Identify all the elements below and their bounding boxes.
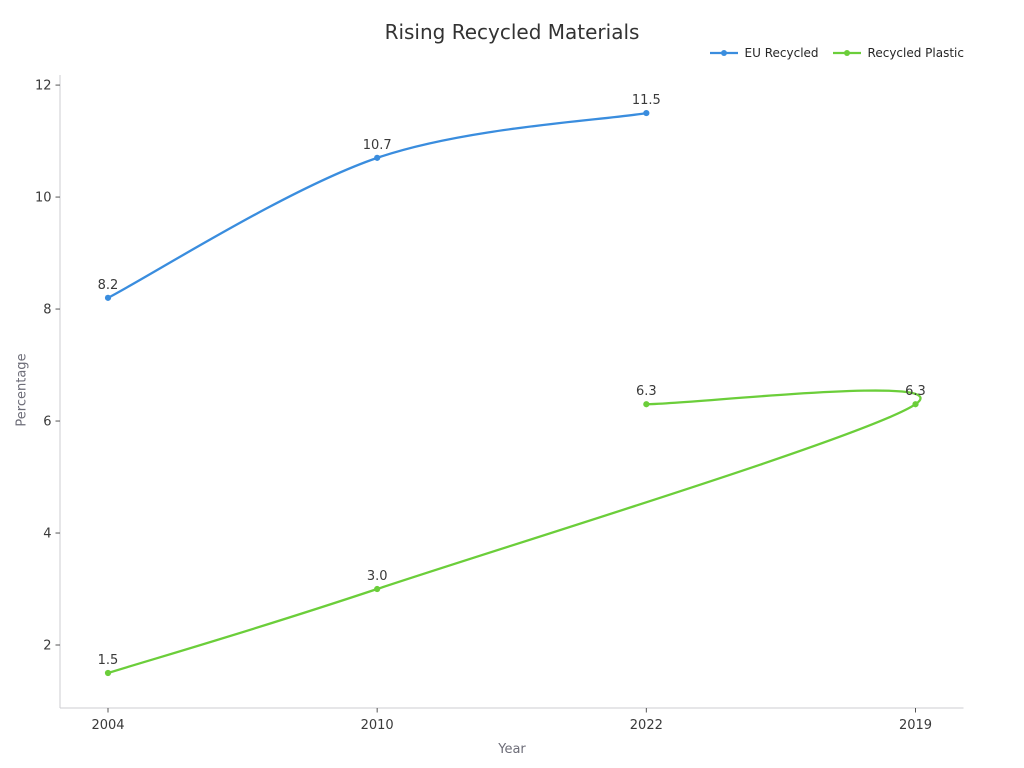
legend-item-eu-recycled: EU Recycled xyxy=(709,46,819,60)
x-tick-label: 2004 xyxy=(91,718,124,733)
y-tick-label: 8 xyxy=(43,303,51,318)
x-tick-label: 2022 xyxy=(630,718,663,733)
data-point-label: 10.7 xyxy=(363,138,392,153)
y-tick-label: 2 xyxy=(43,639,51,654)
data-point-marker xyxy=(912,401,919,408)
data-point-marker xyxy=(374,585,381,593)
y-tick-label: 10 xyxy=(35,191,52,206)
data-point-label: 8.2 xyxy=(98,278,119,293)
y-tick-label: 4 xyxy=(43,527,51,542)
data-point-label: 6.3 xyxy=(636,384,657,399)
data-point-marker xyxy=(104,294,112,301)
legend-line-marker-icon xyxy=(832,50,861,56)
y-tick-label: 12 xyxy=(35,79,52,94)
series-line-recycled-plastic xyxy=(106,389,922,675)
data-point-marker xyxy=(374,154,381,161)
data-point-marker xyxy=(643,401,650,408)
data-point-label: 11.5 xyxy=(632,93,661,108)
legend-item-recycled-plastic: Recycled Plastic xyxy=(832,46,964,60)
x-tick-label: 2010 xyxy=(361,718,394,733)
chart-title: Rising Recycled Materials xyxy=(384,20,640,44)
data-point-label: 1.5 xyxy=(98,653,119,668)
legend-label: EU Recycled xyxy=(744,46,819,60)
x-tick-label: 2019 xyxy=(899,718,932,733)
legend-label: Recycled Plastic xyxy=(867,46,964,60)
legend-line-marker-icon xyxy=(709,50,738,56)
legend: EU Recycled Recycled Plastic xyxy=(709,46,964,60)
data-point-marker xyxy=(643,109,650,117)
data-point-label: 6.3 xyxy=(905,384,926,399)
data-point-label: 3.0 xyxy=(367,569,388,584)
y-tick-label: 6 xyxy=(43,415,51,430)
data-point-marker xyxy=(104,669,112,677)
x-axis-label: Year xyxy=(498,742,526,757)
